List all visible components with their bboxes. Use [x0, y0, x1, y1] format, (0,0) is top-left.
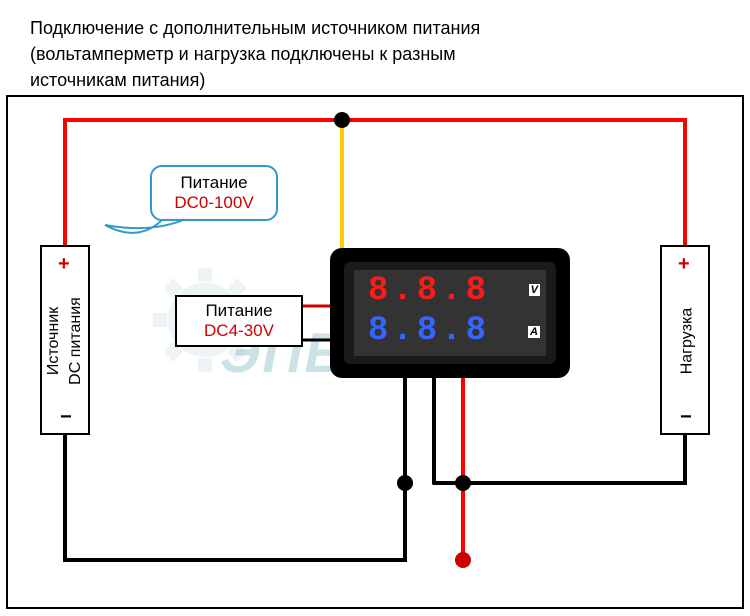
source-minus-icon: −	[60, 406, 72, 429]
title-line-1: Подключение с дополнительным источником …	[30, 18, 480, 39]
load-plus-icon: +	[678, 253, 690, 276]
current-digits: 8.8.8	[368, 312, 490, 350]
source-label-1: Источник	[45, 307, 63, 375]
load-box: + Нагрузка −	[660, 245, 710, 435]
current-unit: A	[528, 326, 540, 338]
dc-source-box: + Источник DC питания −	[40, 245, 90, 435]
voltammeter: 8.8.8 V 8.8.8 A	[330, 248, 570, 378]
title-line-3: источникам питания)	[30, 70, 205, 91]
voltage-unit: V	[529, 284, 540, 296]
bubble-label: Питание	[162, 173, 266, 193]
diagram-canvas: ЭПЕРАЙС Подключение с дополнительным ист…	[0, 0, 750, 616]
title-line-2: (вольтамперметр и нагрузка подключены к …	[30, 44, 456, 65]
load-minus-icon: −	[680, 406, 692, 429]
bubble-range: DC0-100V	[162, 193, 266, 213]
aux-supply-label: Питание	[185, 301, 293, 321]
voltage-digits: 8.8.8	[368, 272, 490, 310]
source-plus-icon: +	[58, 253, 70, 276]
aux-supply-range: DC4-30V	[185, 321, 293, 341]
meter-display: 8.8.8 V 8.8.8 A	[354, 270, 546, 356]
aux-supply-box: Питание DC4-30V	[175, 295, 303, 347]
source-label-2: DC питания	[67, 297, 85, 385]
load-label: Нагрузка	[678, 308, 696, 375]
voltage-range-bubble: Питание DC0-100V	[150, 165, 278, 221]
